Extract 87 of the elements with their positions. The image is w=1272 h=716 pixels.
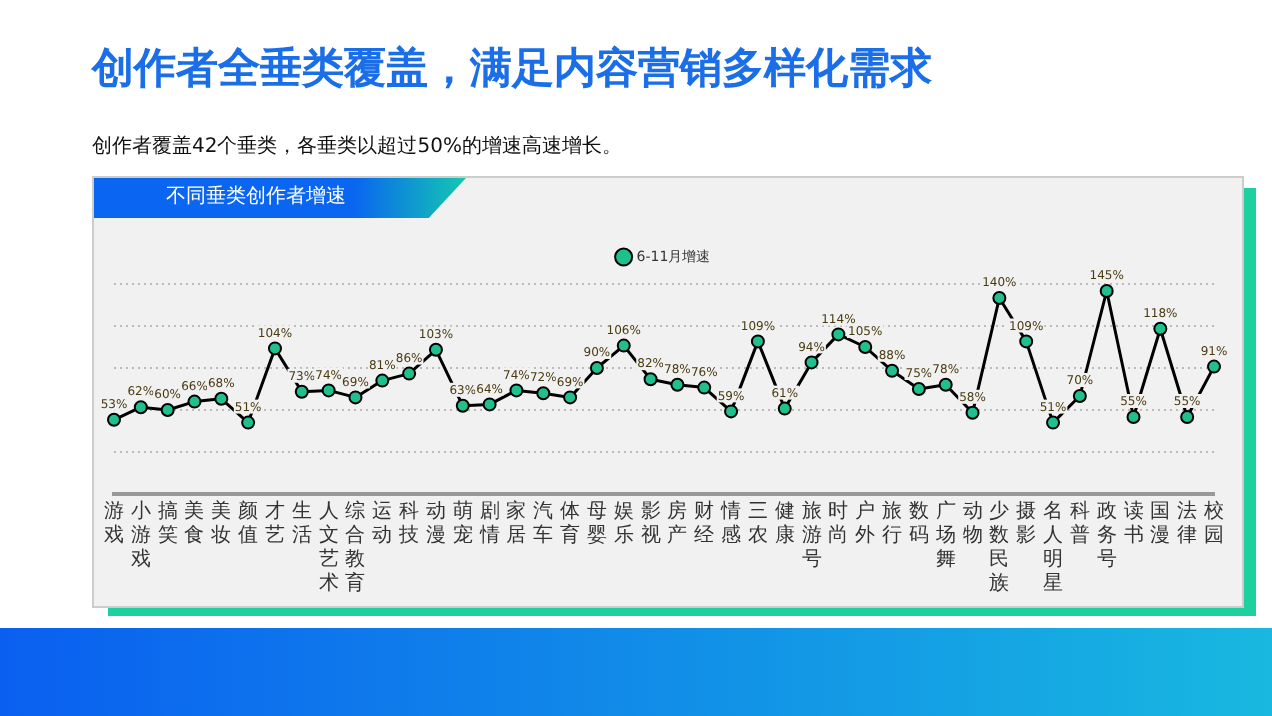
- x-tick-label: 人文艺术: [318, 501, 339, 596]
- point: [670, 377, 685, 392]
- x-tick-label: 房产: [667, 499, 688, 548]
- x-tick-label: 才艺: [264, 499, 285, 548]
- x-tick-label: 旅行: [882, 499, 903, 548]
- chart-subtitle: 创作者覆盖42个垂类，各垂类以超过50%的增速高速增长。: [92, 133, 622, 160]
- chart-title: 创作者全垂类覆盖，满足内容营销多样化需求: [92, 42, 932, 96]
- x-tick-label: 游戏: [104, 499, 124, 548]
- point: [482, 397, 497, 412]
- point: [643, 372, 658, 387]
- point: [1072, 389, 1087, 403]
- x-tick-label: 户外: [855, 499, 876, 548]
- x-tick-label: 国漫: [1150, 501, 1171, 548]
- point: [589, 361, 604, 375]
- x-tick-label: 母婴: [586, 501, 607, 548]
- x-tick-label: 旅游号: [801, 499, 822, 572]
- point: [160, 403, 175, 417]
- point: [858, 340, 873, 354]
- point: [241, 415, 256, 430]
- point: [214, 391, 229, 406]
- x-tick-label: 政务号: [1096, 501, 1117, 572]
- x-tick-label: 科技: [397, 499, 420, 548]
- x-tick-label: 娱乐: [613, 501, 634, 548]
- x-tick-label: 影视: [640, 499, 661, 548]
- text: 不同垂类创作者增速: [94, 178, 466, 218]
- point: [294, 384, 309, 399]
- point: [777, 401, 792, 416]
- point: [187, 394, 202, 409]
- x-tick-label: 科普: [1069, 499, 1090, 548]
- point: [1019, 334, 1034, 349]
- point: [965, 405, 980, 420]
- point: [1180, 410, 1195, 424]
- point: [375, 373, 390, 388]
- x-tick-label: 美妆: [211, 499, 232, 548]
- x-tick-label: 剧情: [477, 501, 500, 548]
- point: [697, 380, 712, 395]
- x-tick-label: 时尚: [828, 499, 849, 548]
- point: [402, 366, 417, 381]
- x-tick-label: 广场舞: [933, 499, 956, 572]
- point: [107, 412, 121, 427]
- x-tick-label: 家居: [506, 499, 527, 548]
- point: [1153, 321, 1168, 336]
- x-tick-label: 搞笑: [157, 499, 178, 548]
- x-tick-label: 汽车: [533, 499, 554, 548]
- point: [536, 386, 551, 401]
- x-tick-label: 运动: [372, 499, 393, 548]
- point: [267, 341, 282, 356]
- x-tick-label: 萌宠: [452, 499, 473, 548]
- point: [133, 400, 148, 415]
- point: [563, 390, 578, 405]
- point: [1126, 410, 1141, 424]
- point: [938, 377, 953, 392]
- x-tick-label: 美食: [184, 499, 205, 548]
- point: [1099, 284, 1114, 298]
- x-tick-label: 健康: [774, 501, 795, 548]
- x-tick-label: 法律: [1177, 499, 1198, 548]
- point: [992, 291, 1007, 305]
- x-tick-label: 名人明星: [1043, 499, 1064, 596]
- point: [509, 383, 524, 398]
- x-tick-label: 小游戏: [130, 499, 151, 572]
- point: [321, 383, 336, 398]
- point: [428, 342, 443, 357]
- point: [1207, 359, 1221, 374]
- x-tick-label: 三农: [747, 501, 768, 548]
- x-tick-label: 摄影: [1016, 499, 1037, 548]
- x-tick-label: 校园: [1202, 499, 1224, 548]
- point: [885, 363, 900, 378]
- x-tick-label: 综合教育: [345, 499, 366, 596]
- x-tick-label: 情感: [719, 499, 742, 548]
- x-tick-label: 体育: [560, 499, 581, 548]
- point: [1046, 415, 1061, 430]
- point: [616, 338, 631, 353]
- point: [724, 404, 739, 419]
- point: [348, 390, 363, 405]
- x-tick-label: 动物: [962, 501, 983, 548]
- point: [831, 327, 846, 342]
- point: [455, 398, 470, 413]
- x-tick-label: 动漫: [425, 501, 446, 548]
- x-tick-label: 颜值: [238, 499, 259, 548]
- point: [804, 355, 819, 370]
- x-tick-label: 数码: [908, 501, 929, 548]
- x-tick-label: 少数民族: [989, 499, 1010, 596]
- x-tick-label: 读书: [1123, 499, 1144, 548]
- x-tick-label: 生活: [291, 499, 312, 548]
- x-tick-label: 财经: [694, 499, 715, 548]
- point: [911, 382, 926, 396]
- point: [750, 334, 765, 349]
